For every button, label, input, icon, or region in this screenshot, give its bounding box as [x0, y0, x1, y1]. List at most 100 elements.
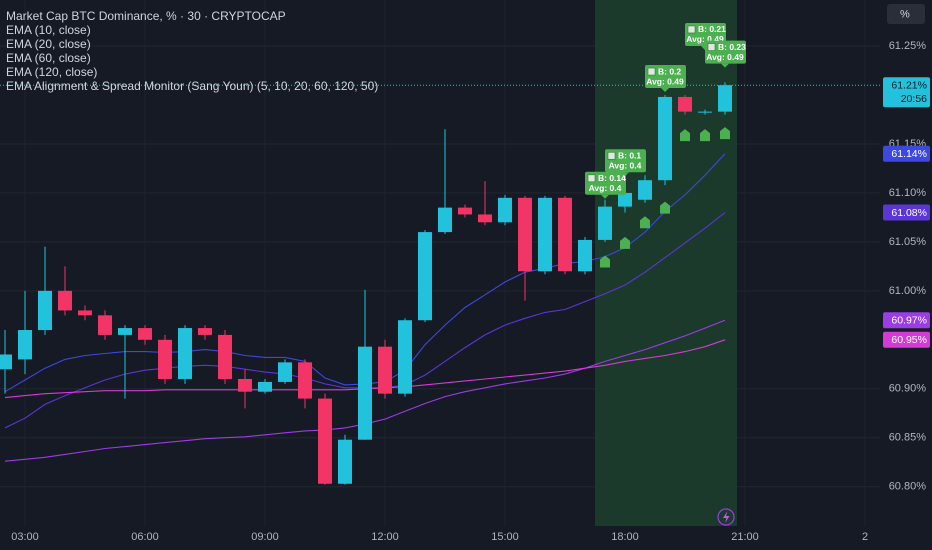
ema-price-label-bg — [883, 145, 930, 162]
candle-body — [58, 290, 72, 311]
annotation-text: Avg: 0.4 — [589, 183, 622, 193]
annotation-icon — [687, 25, 696, 34]
candle-body — [158, 339, 172, 379]
x-tick-label: 21:00 — [731, 531, 759, 543]
annotation-pointer — [721, 63, 729, 68]
y-tick-label: 61.10% — [889, 187, 927, 199]
candle-body — [438, 207, 452, 233]
candle-body — [18, 330, 32, 360]
signal-marker — [660, 201, 670, 214]
annotation-text: Avg: 0.49 — [646, 76, 684, 86]
signal-marker — [600, 255, 610, 268]
candle-body — [0, 354, 12, 370]
annotation-pointer — [621, 172, 629, 177]
y-tick-label: 60.80% — [889, 481, 927, 493]
y-tick-label: 60.85% — [889, 432, 927, 444]
annotation-icon — [707, 43, 716, 51]
legend-entry: EMA (60, close) — [6, 51, 91, 65]
candle-body — [698, 111, 712, 113]
signal-marker — [620, 236, 630, 249]
candle-body — [318, 398, 332, 484]
signal-marker — [680, 129, 690, 142]
x-tick-label: 09:00 — [251, 531, 279, 543]
last-price-label-bg — [883, 77, 930, 108]
candle-body — [678, 96, 692, 112]
icon-ring[interactable] — [717, 508, 735, 526]
indicator-label: EMA Alignment & Spread Monitor (Sang You… — [6, 79, 378, 93]
candle-body — [298, 362, 312, 399]
annotation-text: B: 0.2 — [658, 66, 681, 76]
y-tick-label: 61.25% — [889, 40, 927, 52]
last-price-label: 61.21% — [891, 79, 927, 91]
y-tick-label: 60.90% — [889, 383, 927, 395]
candle-body — [638, 180, 652, 200]
candle-body — [458, 207, 472, 215]
candle-body — [118, 328, 132, 335]
annotation-icon — [607, 151, 616, 160]
candle-body — [718, 85, 732, 112]
signal-marker — [640, 216, 650, 229]
icon-bolt[interactable] — [723, 511, 730, 523]
candle-body — [398, 320, 412, 394]
candle-body — [618, 192, 632, 207]
candle-body — [358, 346, 372, 440]
candle-body — [538, 197, 552, 272]
candle-body — [238, 378, 252, 392]
legend: Market Cap BTC Dominance, % · 30 · CRYPT… — [6, 9, 378, 93]
candle-body — [278, 362, 292, 382]
scale-button-label[interactable]: % — [900, 8, 910, 20]
ema-price-label: 61.08% — [891, 207, 927, 219]
annotation-text: Avg: 0.49 — [686, 34, 724, 44]
candle-body — [198, 328, 212, 335]
annotation-pointer — [601, 194, 609, 199]
annotation-text: Avg: 0.4 — [609, 161, 642, 171]
candle-body — [38, 290, 52, 331]
candle-body — [658, 96, 672, 181]
candle-body — [258, 381, 272, 392]
candle-body — [178, 328, 192, 379]
chart-title: Market Cap BTC Dominance, % · 30 · CRYPT… — [6, 9, 286, 23]
legend-entry: EMA (10, close) — [6, 23, 91, 37]
x-tick-label: 18:00 — [611, 531, 639, 543]
ema-price-label: 60.95% — [891, 334, 927, 346]
candle-body — [138, 328, 152, 340]
annotation-text: B: 0.14 — [598, 173, 626, 183]
annotation-icon — [587, 174, 596, 183]
x-tick-label: 12:00 — [371, 531, 399, 543]
x-tick-label: 06:00 — [131, 531, 159, 543]
candle-body — [518, 197, 532, 272]
signal-marker — [700, 129, 710, 142]
x-tick-label: 15:00 — [491, 531, 519, 543]
scale-button[interactable]: % — [887, 4, 925, 24]
annotation-text: B: 0.23 — [718, 42, 746, 52]
candle-body — [338, 439, 352, 484]
annotation-icon — [647, 67, 656, 76]
annotation-text: Avg: 0.49 — [706, 52, 744, 62]
candle-body — [218, 334, 232, 379]
ema-price-label: 60.97% — [891, 315, 927, 327]
candle-body — [78, 310, 92, 316]
y-tick-label: 61.00% — [889, 285, 927, 297]
annotation-pointer — [661, 88, 669, 93]
scale-button-bg[interactable] — [887, 4, 925, 24]
y-tick-label: 61.05% — [889, 236, 927, 248]
candle-body — [558, 197, 572, 272]
candle-body — [378, 346, 392, 394]
candle-body — [418, 232, 432, 321]
candle-body — [98, 315, 112, 335]
annotation-text: B: 0.1 — [618, 151, 641, 161]
candle-body — [598, 206, 612, 240]
replay-icon[interactable] — [717, 508, 735, 526]
countdown-label: 20:56 — [901, 93, 927, 105]
ema-price-label-bg — [883, 331, 930, 348]
x-tick-label: 2 — [862, 531, 868, 543]
candle-body — [498, 197, 512, 223]
